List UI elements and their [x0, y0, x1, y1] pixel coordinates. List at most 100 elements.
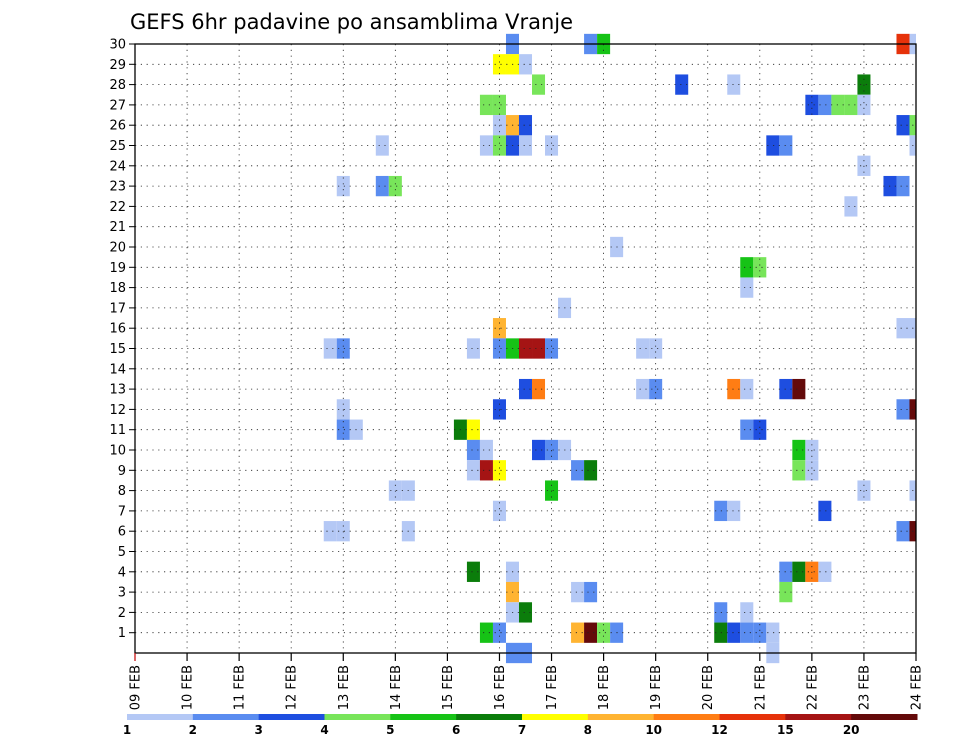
precip-cell [466, 460, 480, 481]
precip-cell [740, 419, 754, 440]
y-tick-label: 18 [109, 281, 126, 296]
precip-cell [818, 94, 832, 116]
colorbar-label: 2 [189, 723, 197, 737]
precip-cell [479, 460, 493, 481]
precip-cell [636, 338, 650, 359]
y-tick-label: 9 [118, 464, 126, 479]
precip-cell [818, 500, 832, 522]
x-axis: 09 FEB 10 FEB 11 FEB 12 FEB 13 FEB 14 FEB 15 F… [129, 653, 925, 710]
y-tick-label: 4 [118, 565, 126, 580]
y-tick-label: 25 [109, 139, 126, 154]
colorbar-segment [127, 714, 194, 720]
precip-cell [753, 257, 767, 278]
y-tick-label: 17 [109, 301, 126, 316]
colorbar-segment [324, 714, 391, 720]
y-tick-label: 11 [109, 423, 126, 438]
colorbar-segment [456, 714, 523, 720]
precip-cell [805, 460, 819, 481]
x-tick-label: 22 FEB [805, 665, 820, 710]
y-tick-label: 7 [118, 504, 126, 519]
colorbar-label: 7 [518, 723, 526, 737]
precip-cell [766, 622, 780, 643]
colorbar-label: 1 [123, 723, 131, 737]
colorbar-label: 20 [843, 723, 860, 737]
precip-cell [518, 602, 533, 623]
precip-cell [779, 561, 793, 582]
precip-cell [518, 338, 533, 359]
x-tick-label: 16 FEB [493, 665, 508, 710]
precip-cell [896, 318, 910, 339]
colorbar-label: 10 [645, 723, 662, 737]
colorbar-segment [851, 714, 918, 720]
precip-cell [766, 135, 780, 156]
precip-cell [740, 277, 754, 298]
precip-cell [492, 54, 506, 75]
precip-cell [896, 175, 910, 197]
precip-cell [492, 460, 506, 481]
precip-cell [597, 622, 611, 643]
precip-cell [375, 135, 389, 156]
colorbar-label: 15 [777, 723, 794, 737]
precip-cell [779, 378, 793, 400]
y-tick-label: 26 [109, 119, 126, 134]
x-tick-label: 14 FEB [389, 665, 404, 710]
precip-cell [896, 115, 910, 136]
precip-cell [896, 521, 910, 542]
precip-cell [714, 622, 728, 643]
y-tick-label: 30 [109, 38, 126, 53]
precip-cell [740, 602, 754, 623]
x-tick-label: 12 FEB [285, 665, 300, 710]
colorbar-legend: 1 2 3 4 5 6 7 8 10 12 15 20 [123, 714, 918, 737]
colorbar-label: 4 [320, 723, 328, 737]
precip-cell [545, 135, 559, 156]
precip-cell [727, 378, 741, 400]
x-tick-label: 18 FEB [597, 665, 612, 710]
precip-cell [740, 257, 754, 278]
y-tick-label: 22 [109, 200, 126, 215]
y-tick-label: 14 [109, 362, 126, 377]
precip-cell [466, 419, 480, 440]
precip-cell [779, 135, 793, 156]
y-tick-label: 21 [109, 220, 126, 235]
precip-cell [323, 521, 337, 542]
y-tick-label: 2 [118, 606, 126, 621]
colorbar-label: 3 [254, 723, 262, 737]
precip-cell [636, 378, 650, 400]
precip-cell [675, 74, 689, 95]
precip-cell [518, 135, 533, 156]
colorbar-segment [258, 714, 325, 720]
precip-cell [492, 622, 506, 643]
y-tick-label: 6 [118, 525, 126, 540]
y-tick-label: 19 [109, 261, 126, 276]
colorbar-segment [653, 714, 720, 720]
precip-cell [571, 622, 585, 643]
precip-cell [844, 196, 858, 217]
y-tick-label: 24 [109, 159, 126, 174]
colorbar-segment [719, 714, 786, 720]
precip-cell [532, 338, 546, 359]
precip-cell [479, 135, 493, 156]
precip-cell [727, 500, 741, 522]
y-axis: 1234567891011121314151617181920212223242… [109, 38, 135, 641]
precip-cell [532, 74, 546, 95]
precip-cell [792, 439, 806, 461]
colorbar-label: 5 [386, 723, 394, 737]
precip-cell [727, 622, 741, 643]
precip-cell [492, 94, 506, 116]
precip-cell [584, 622, 598, 643]
precip-cell [727, 74, 741, 95]
precip-cell [492, 135, 506, 156]
y-tick-label: 27 [109, 98, 126, 113]
colorbar-label: 8 [584, 723, 592, 737]
y-tick-label: 5 [118, 545, 126, 560]
y-tick-label: 13 [109, 383, 126, 398]
precip-cell [466, 561, 480, 582]
precip-cell [740, 378, 754, 400]
precip-cell [518, 378, 533, 400]
precip-cell [779, 581, 793, 603]
precip-cell [649, 338, 663, 359]
precip-cell [492, 318, 506, 339]
y-tick-label: 3 [118, 586, 126, 601]
colorbar-label: 12 [711, 723, 728, 737]
chart-title: GEFS 6hr padavine po ansamblima Vranje [130, 10, 573, 34]
